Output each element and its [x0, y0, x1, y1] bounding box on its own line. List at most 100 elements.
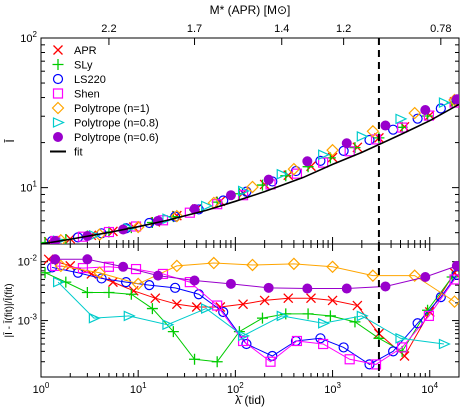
legend-entry: Polytrope (n=0.8)	[52, 117, 159, 130]
data-point	[318, 149, 331, 161]
data-point	[201, 303, 214, 314]
y-tick-label: 10-2	[18, 254, 38, 269]
x-axis-title: λ̄ (tid)	[235, 393, 265, 407]
data-point	[395, 113, 408, 125]
data-point	[408, 106, 422, 120]
data-point	[118, 261, 129, 272]
data-point	[60, 276, 72, 288]
y-tick-label: 10-3	[18, 313, 38, 328]
data-point	[341, 283, 352, 294]
data-point	[225, 190, 236, 201]
axes-labels: 2.2 1.7 1.4 1.2 0.78 100 101 102 103 104 102 101 10-…	[3, 3, 452, 407]
data-point	[380, 120, 391, 131]
data-point	[212, 300, 223, 311]
data-point	[366, 124, 380, 138]
data-point	[324, 310, 336, 322]
series-line	[41, 103, 459, 244]
legend-marker	[52, 59, 64, 70]
data-point	[218, 306, 229, 318]
data-point	[103, 261, 115, 272]
data-point	[263, 174, 274, 185]
data-point	[435, 103, 446, 114]
legend-label: LS220	[74, 74, 106, 86]
data-point	[315, 155, 326, 166]
data-point	[302, 308, 314, 320]
series-polytrope-n-0-6-	[50, 94, 459, 244]
data-point	[107, 277, 118, 288]
top-axis-tick-label: 1.4	[274, 23, 289, 35]
data-point	[287, 162, 301, 176]
y-tick-label: 102	[20, 30, 37, 45]
data-point	[341, 138, 352, 149]
data-point	[93, 266, 106, 280]
legend-marker	[52, 88, 64, 99]
data-point	[144, 280, 155, 291]
data-point	[302, 283, 313, 294]
top-axis-tick-label: 2.2	[101, 23, 116, 35]
data-point	[315, 333, 326, 344]
data-point	[212, 199, 223, 210]
data-point	[167, 326, 179, 338]
data-point	[420, 272, 431, 283]
data-point	[77, 262, 89, 274]
data-point	[189, 275, 200, 286]
data-point	[349, 316, 361, 328]
top-axis-tick-label: 1.7	[187, 23, 202, 35]
data-point	[366, 269, 380, 282]
data-point	[162, 319, 175, 331]
data-point	[241, 338, 252, 350]
data-point	[451, 94, 459, 105]
legend-marker	[53, 132, 63, 142]
data-point	[207, 256, 221, 270]
legend-label: Polytrope (n=0.8)	[74, 118, 159, 130]
legend-marker	[52, 73, 64, 85]
legend-marker	[53, 45, 63, 55]
data-point	[88, 312, 101, 324]
top-y-axis-title: Ī	[3, 139, 17, 143]
x-tick-label: 103	[324, 381, 341, 396]
data-point	[225, 278, 236, 289]
data-point	[318, 317, 331, 329]
legend-label: fit	[74, 147, 83, 159]
data-point	[420, 105, 431, 116]
bottom-plot-frame	[40, 243, 460, 378]
data-point	[150, 293, 161, 304]
data-point	[103, 286, 115, 298]
data-point	[438, 338, 451, 350]
data-point	[211, 356, 223, 368]
data-point	[65, 260, 76, 271]
top-panel	[41, 38, 459, 244]
legend-label: SLy	[74, 60, 93, 72]
data-point	[364, 134, 375, 146]
x-tick-label: 100	[33, 381, 50, 396]
data-point	[370, 134, 382, 145]
data-point	[370, 359, 382, 370]
data-point	[259, 295, 270, 306]
data-point	[344, 354, 355, 365]
data-point	[41, 267, 51, 279]
data-point	[395, 332, 408, 344]
series-polytrope-n-1-	[54, 256, 459, 308]
data-point	[356, 310, 369, 322]
data-point	[349, 142, 361, 154]
legend-entry: SLy	[52, 59, 93, 72]
data-point	[438, 97, 451, 109]
legend: APR SLy LS220 Shen Polytrope (n=1) Polytrope …	[50, 45, 159, 159]
data-point	[280, 170, 292, 182]
tick-marks	[40, 37, 460, 377]
legend-label: APR	[74, 45, 97, 57]
data-point	[327, 295, 338, 306]
legend-label: Polytrope (n=0.6)	[74, 132, 159, 144]
data-point	[306, 293, 316, 304]
data-point	[238, 299, 249, 310]
data-point	[96, 273, 107, 284]
data-point	[290, 165, 302, 177]
data-point	[451, 260, 459, 271]
data-point	[302, 156, 313, 167]
data-point	[153, 270, 164, 281]
series-fit	[41, 103, 459, 244]
x-tick-label: 104	[421, 381, 438, 396]
data-point	[291, 335, 303, 347]
data-point	[276, 310, 289, 322]
